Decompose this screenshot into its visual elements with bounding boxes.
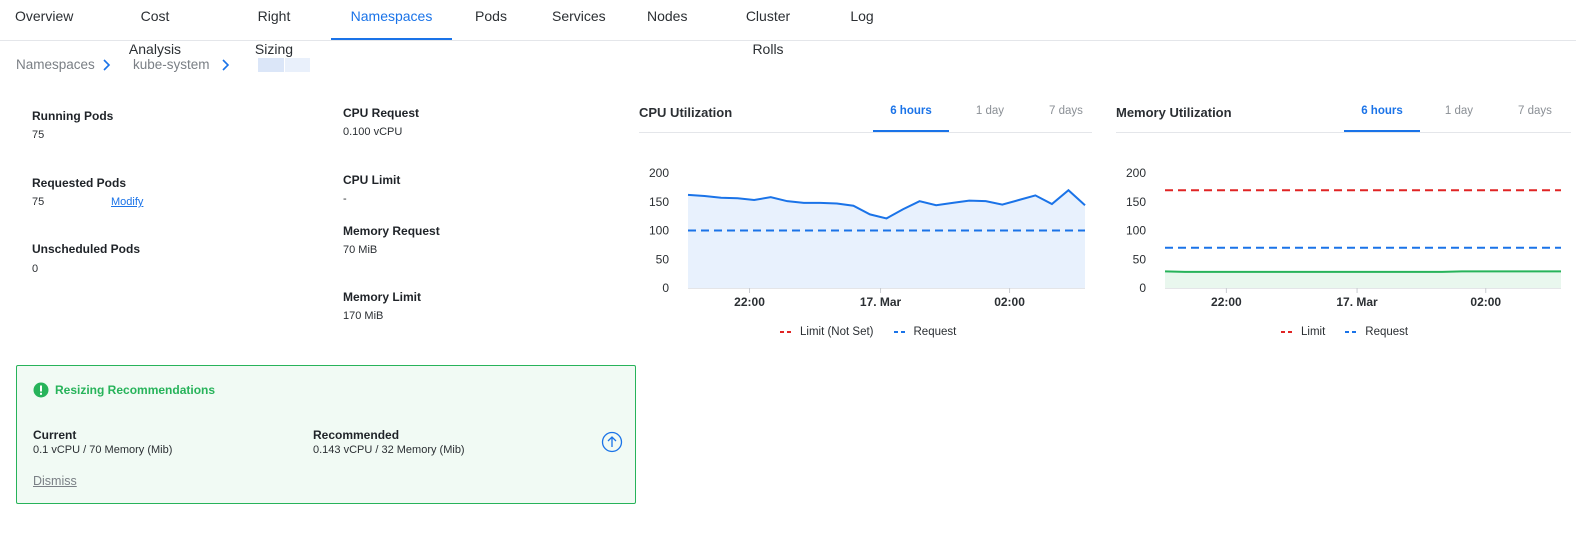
- dashed-line-blue-icon: [1345, 331, 1360, 333]
- x-tick-label: 22:00: [1211, 295, 1242, 309]
- usage-area: [688, 190, 1085, 288]
- dismiss-link[interactable]: Dismiss: [33, 474, 77, 488]
- legend-request-label: Request: [913, 326, 957, 338]
- cpu-chart-header: CPU Utilization 6 hours 1 day 7 days: [639, 96, 1092, 133]
- memory-range-1-day[interactable]: 1 day: [1444, 105, 1474, 117]
- usage-area: [1165, 271, 1561, 288]
- y-tick-label: 200: [649, 166, 669, 180]
- legend-limit[interactable]: Limit: [1281, 326, 1325, 338]
- cpu-chart-title: CPU Utilization: [639, 105, 733, 120]
- breadcrumb: Namespaces kube-system: [0, 50, 400, 80]
- cpu-range-1-day[interactable]: 1 day: [975, 105, 1005, 117]
- chevron-right-icon: [222, 59, 230, 71]
- chevron-right-icon: [103, 59, 111, 71]
- x-tick-label: 17. Mar: [860, 295, 902, 309]
- memory-chart-header: Memory Utilization 6 hours 1 day 7 days: [1116, 96, 1571, 133]
- dashed-line-red-icon: [1281, 331, 1295, 333]
- x-tick-label: 22:00: [734, 295, 765, 309]
- memory-chart-title: Memory Utilization: [1116, 105, 1232, 120]
- x-tick-label: 17. Mar: [1336, 295, 1378, 309]
- running-pods-value: 75: [32, 129, 45, 141]
- x-tick-label: 02:00: [994, 295, 1025, 309]
- usage-line: [687, 188, 1086, 220]
- unscheduled-pods-value: 0: [32, 263, 39, 275]
- y-tick-label: 150: [1126, 195, 1146, 209]
- memory-request-value: 70 MiB: [343, 244, 378, 256]
- memory-limit-label: Memory Limit: [343, 290, 422, 304]
- tab-right-sizing[interactable]: Right Sizing: [254, 8, 294, 57]
- modify-link[interactable]: Modify: [111, 196, 144, 208]
- tab-log[interactable]: Log: [850, 8, 874, 24]
- top-tab-bar: Overview Cost Analysis Right Sizing Name…: [0, 0, 1576, 57]
- running-pods-label: Running Pods: [32, 109, 114, 123]
- y-tick-label: 0: [662, 281, 669, 295]
- y-tick-label: 50: [656, 252, 670, 266]
- recommendations-title: Resizing Recommendations: [55, 383, 216, 397]
- y-tick-label: 100: [1126, 224, 1146, 238]
- y-tick-label: 50: [1133, 252, 1147, 266]
- cpu-request-label: CPU Request: [343, 106, 420, 120]
- requested-pods-value: 75: [32, 196, 45, 208]
- tab-namespaces[interactable]: Namespaces: [331, 0, 452, 40]
- cpu-limit-label: CPU Limit: [343, 173, 401, 187]
- breadcrumb-namespaces[interactable]: Namespaces: [16, 57, 95, 72]
- recommended-value: 0.143 vCPU / 32 Memory (Mib): [313, 444, 465, 456]
- breadcrumb-kube-system[interactable]: kube-system: [133, 57, 210, 72]
- recommended-label: Recommended: [313, 428, 400, 442]
- memory-range-7-days[interactable]: 7 days: [1518, 105, 1552, 117]
- unscheduled-pods-label: Unscheduled Pods: [32, 242, 141, 256]
- legend-limit[interactable]: Limit (Not Set): [780, 326, 874, 338]
- memory-limit-value: 170 MiB: [343, 310, 384, 322]
- legend-limit-label: Limit (Not Set): [800, 326, 874, 338]
- dashed-line-red-icon: [780, 331, 794, 333]
- x-tick-label: 02:00: [1470, 295, 1501, 309]
- cpu-range-6-hours[interactable]: 6 hours: [873, 105, 949, 132]
- legend-request[interactable]: Request: [1345, 326, 1408, 338]
- cpu-chart-legend: Limit (Not Set) Request: [780, 326, 956, 338]
- tab-services[interactable]: Services: [552, 8, 606, 24]
- resizing-recommendations-panel: Resizing Recommendations Current 0.1 vCP…: [16, 365, 636, 504]
- memory-chart-legend: Limit Request: [1281, 326, 1408, 338]
- tab-pods[interactable]: Pods: [475, 8, 507, 24]
- y-tick-label: 150: [649, 195, 669, 209]
- memory-request-label: Memory Request: [343, 224, 440, 238]
- y-tick-label: 100: [649, 224, 669, 238]
- memory-utilization-chart: 0 50 100 150 200 22:00 17. Mar 02:00: [1126, 166, 1561, 309]
- requested-pods-label: Requested Pods: [32, 176, 127, 190]
- legend-limit-label: Limit: [1301, 326, 1326, 338]
- y-tick-label: 0: [1139, 281, 1146, 295]
- tab-cost-analysis[interactable]: Cost Analysis: [128, 8, 182, 57]
- arrow-up-circle-icon[interactable]: [601, 431, 623, 453]
- tab-nodes[interactable]: Nodes: [647, 8, 688, 24]
- breadcrumb-placeholder: [285, 58, 310, 72]
- tab-cluster-rolls[interactable]: Cluster Rolls: [745, 8, 791, 57]
- cpu-utilization-chart: 0 50 100 150 200 22:00 17. Mar 02:00: [649, 166, 1086, 309]
- current-label: Current: [33, 428, 77, 442]
- y-tick-label: 200: [1126, 166, 1146, 180]
- memory-range-6-hours[interactable]: 6 hours: [1344, 105, 1420, 132]
- cpu-range-7-days[interactable]: 7 days: [1049, 105, 1083, 117]
- usage-line: [1164, 270, 1561, 273]
- legend-request-label: Request: [1365, 326, 1409, 338]
- legend-request[interactable]: Request: [893, 326, 957, 338]
- alert-circle-icon: [33, 382, 49, 398]
- cpu-request-value: 0.100 vCPU: [343, 126, 403, 138]
- cpu-limit-value: -: [343, 193, 347, 205]
- tab-overview[interactable]: Overview: [15, 8, 74, 24]
- breadcrumb-placeholder: [258, 58, 284, 72]
- dashed-line-blue-icon: [893, 331, 908, 333]
- current-value: 0.1 vCPU / 70 Memory (Mib): [33, 444, 173, 456]
